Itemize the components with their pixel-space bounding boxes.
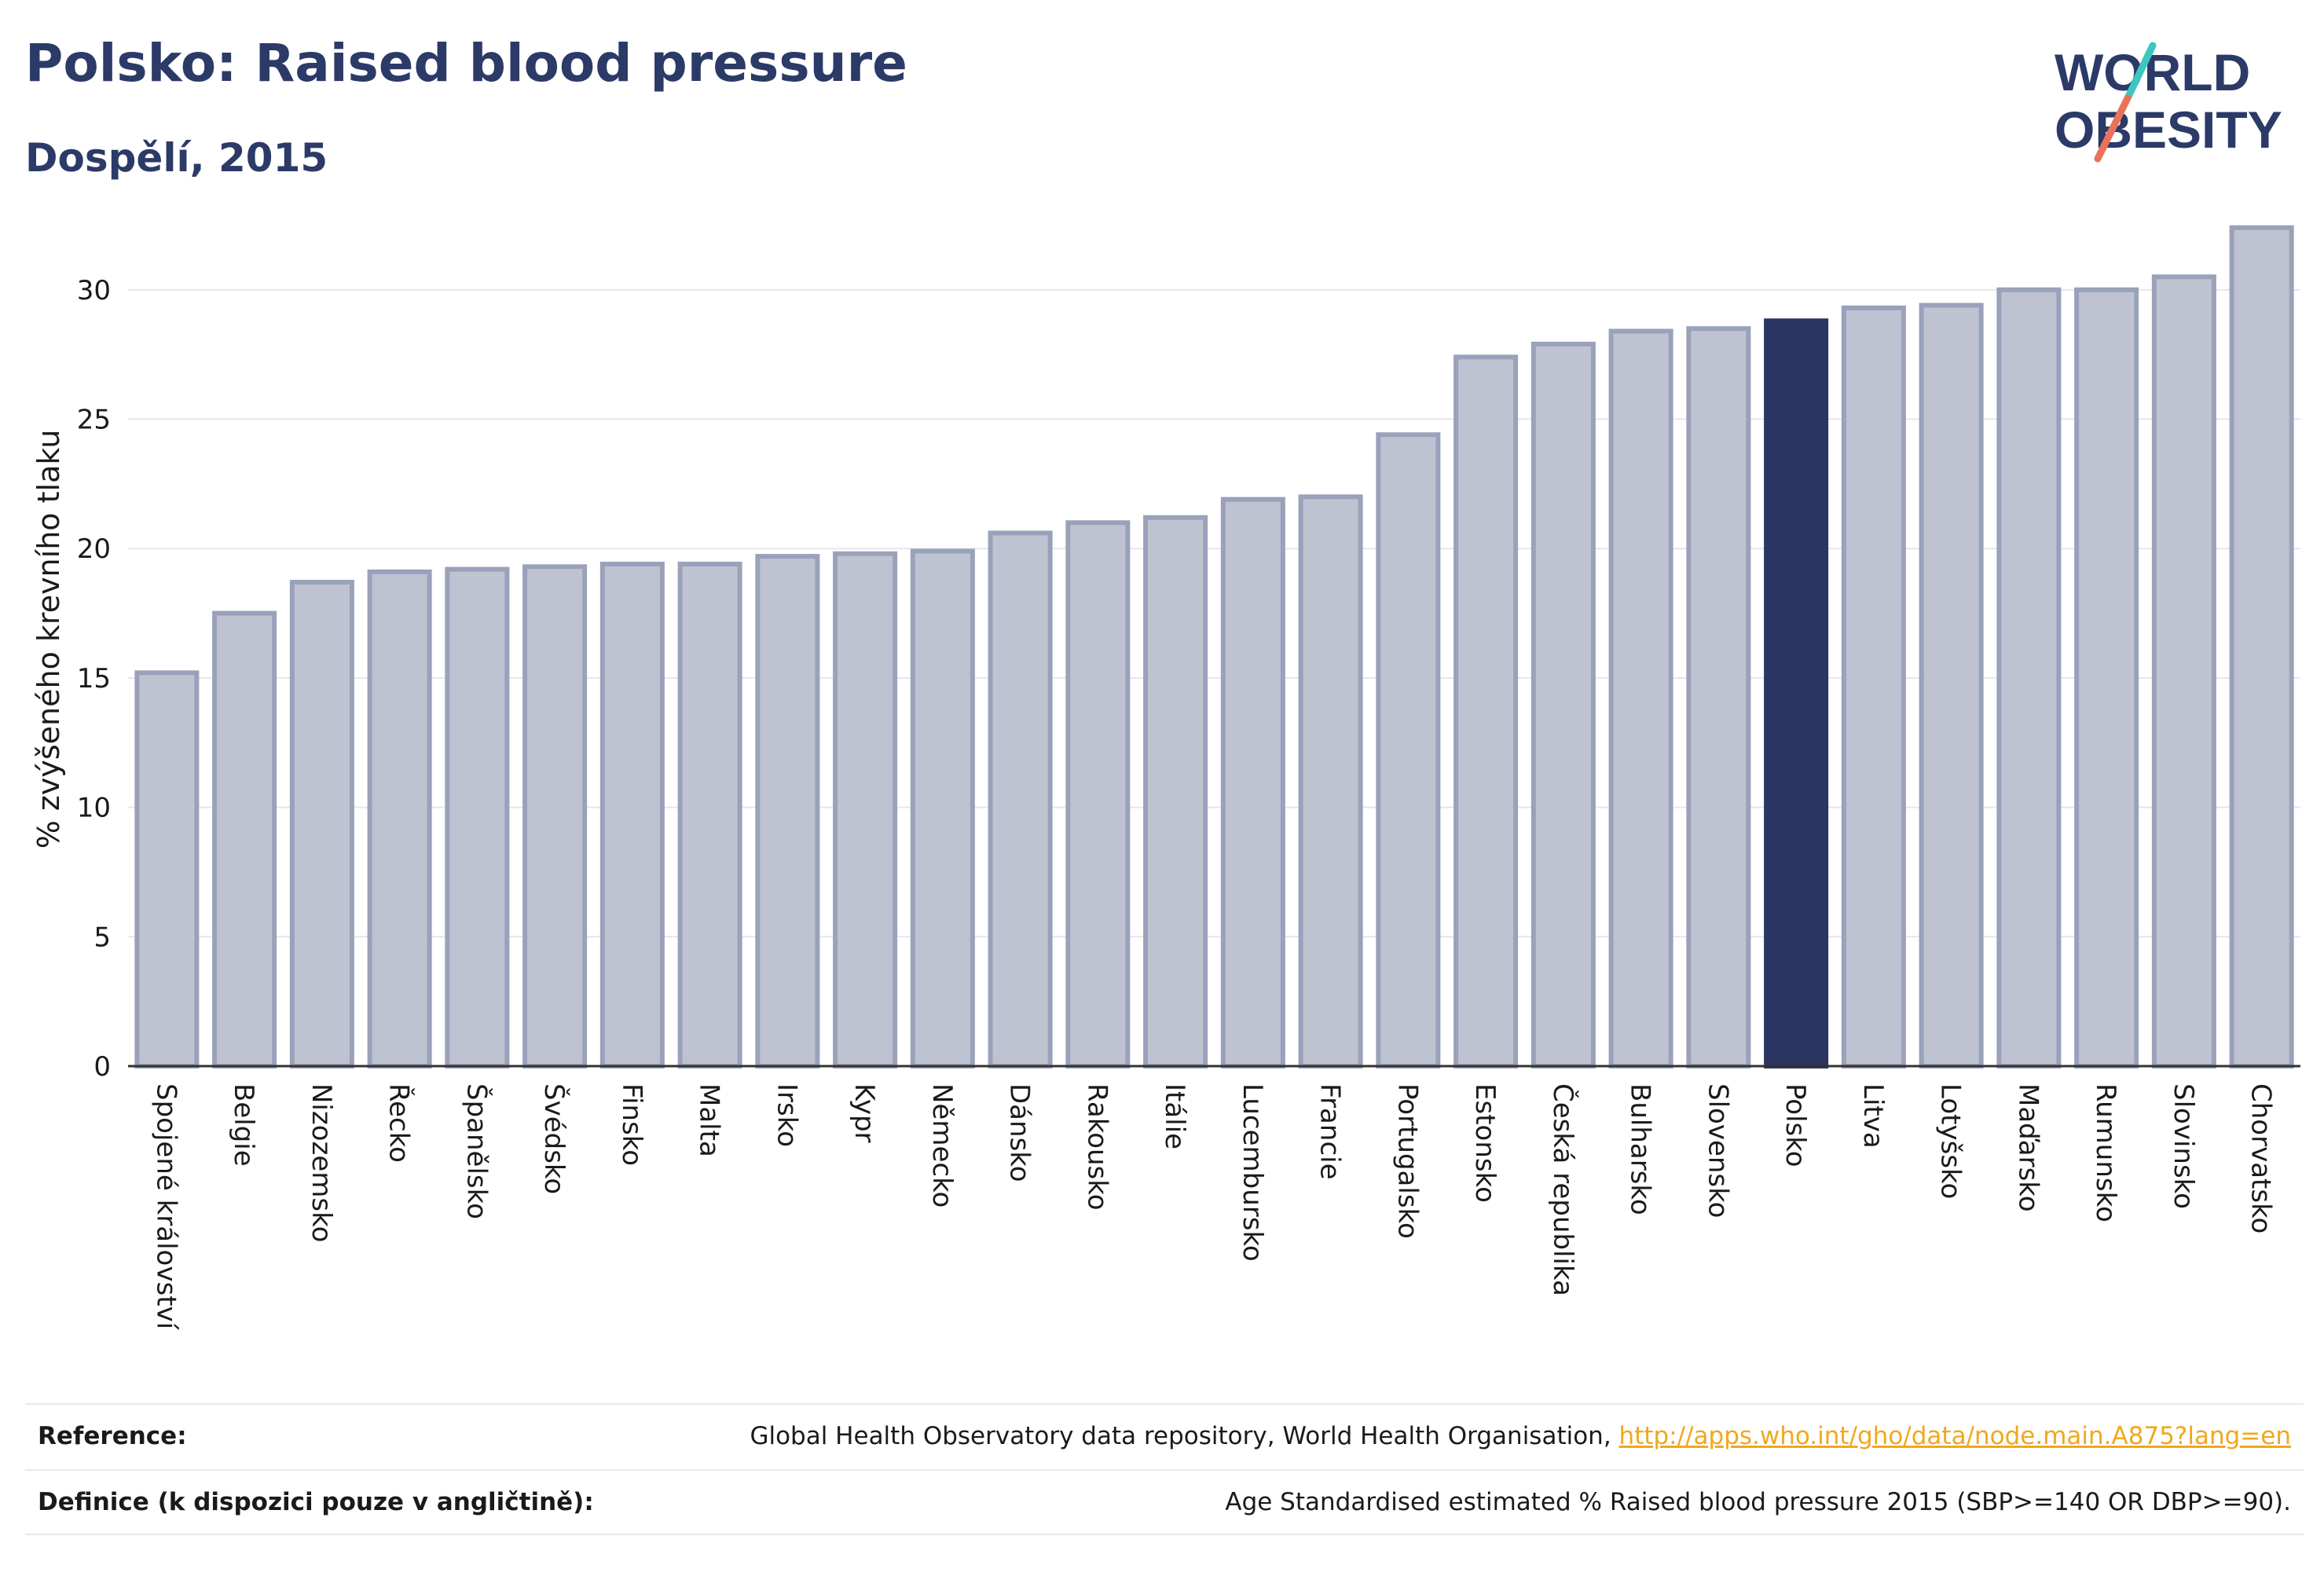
x-tick-label: Řecko [383,1083,416,1163]
logo-slash-teal [2124,42,2157,102]
logo-text-obesity: OBESITY [2055,101,2282,159]
bar [1686,326,1751,1068]
bar [212,610,277,1068]
bar [367,569,432,1068]
y-tick-label: 0 [93,1051,111,1083]
x-tick-label: Finsko [616,1083,647,1166]
bar [910,548,975,1068]
bar [1065,520,1131,1068]
bar [833,551,898,1068]
bar [677,561,742,1068]
chart-title: Polsko: Raised blood pressure [25,33,907,93]
bar [599,561,665,1068]
x-tick-label: Belgie [228,1083,259,1167]
x-tick-label: Spojené království [150,1083,181,1331]
reference-link[interactable]: http://apps.who.int/gho/data/node.main.A… [1618,1422,2291,1450]
bar [755,554,820,1068]
x-tick-label: Rumunsko [2090,1083,2121,1222]
chart-subtitle: Dospělí, 2015 [25,135,328,181]
bar-chart: 0 5 10 15 20 25 30 % zvýšeného krevního tlaku Sp… [31,225,2300,1331]
bar [1376,432,1441,1068]
x-tick-label: Kypr [849,1083,880,1143]
x-tick-label: Bulharsko [1625,1083,1656,1215]
bar [445,566,510,1068]
bar [1841,305,1906,1069]
reference-row: Reference: Global Health Observatory dat… [25,1403,2304,1468]
x-tick-label: Slovinsko [2168,1083,2199,1209]
x-tick-label: Rakousko [1081,1083,1113,1211]
bar [1530,341,1596,1068]
bar [2229,225,2294,1068]
bar [1608,328,1673,1068]
definition-row: Definice (k dispozici pouze v angličtině… [25,1469,2304,1535]
bar [1298,494,1363,1068]
world-obesity-logo: WORLD OBESITY [2055,42,2282,163]
x-tick-label: Irsko [771,1083,802,1147]
y-axis-label: % zvýšeného krevního tlaku [31,430,66,849]
bar [1919,302,1984,1068]
x-tick-label: Slovensko [1702,1083,1733,1218]
logo-slash-coral [2094,94,2132,163]
definition-label: Definice (k dispozici pouze v angličtině… [38,1488,594,1516]
bar [2074,287,2139,1068]
x-tick-label: Chorvatsko [2245,1083,2277,1233]
bar [1764,318,1829,1068]
x-tick-label: Malta [694,1083,725,1157]
x-tick-label: Česká republika [1547,1083,1579,1296]
y-tick-label: 15 [77,663,111,695]
x-tick-label: Nizozemsko [306,1083,337,1242]
bar [1453,354,1519,1068]
x-tick-label: Německo [926,1083,958,1208]
y-tick-label: 5 [93,922,111,953]
bar [988,530,1053,1068]
y-tick-label: 25 [77,405,111,436]
reference-text: Global Health Observatory data repositor… [750,1422,1619,1450]
x-tick-label: Estonsko [1469,1083,1501,1203]
x-tick-label: Dánsko [1004,1083,1036,1182]
x-tick-label: Itálie [1159,1083,1190,1149]
x-tick-label: Lotyšsko [1935,1083,1967,1199]
bar [134,670,200,1069]
bar [1220,497,1285,1068]
bar [289,580,354,1068]
x-tick-label: Španělsko [460,1083,493,1219]
reference-value: Global Health Observatory data repositor… [750,1422,2291,1450]
x-tick-label: Francie [1314,1083,1346,1180]
x-tick-label: Portugalsko [1391,1083,1423,1239]
bar [2151,274,2216,1068]
bar [1996,287,2062,1068]
x-tick-label: Lucembursko [1237,1083,1268,1262]
bar [1143,515,1208,1068]
bar [522,564,588,1068]
definition-value: Age Standardised estimated % Raised bloo… [1225,1488,2291,1516]
x-tick-label: Litva [1857,1083,1889,1149]
x-tick-label: Polsko [1780,1083,1811,1167]
y-tick-label: 20 [77,533,111,565]
reference-label: Reference: [38,1422,187,1450]
y-tick-label: 30 [77,275,111,306]
x-tick-label: Švédsko [538,1083,570,1194]
x-tick-label: Maďarsko [2012,1083,2044,1212]
y-tick-label: 10 [77,793,111,824]
